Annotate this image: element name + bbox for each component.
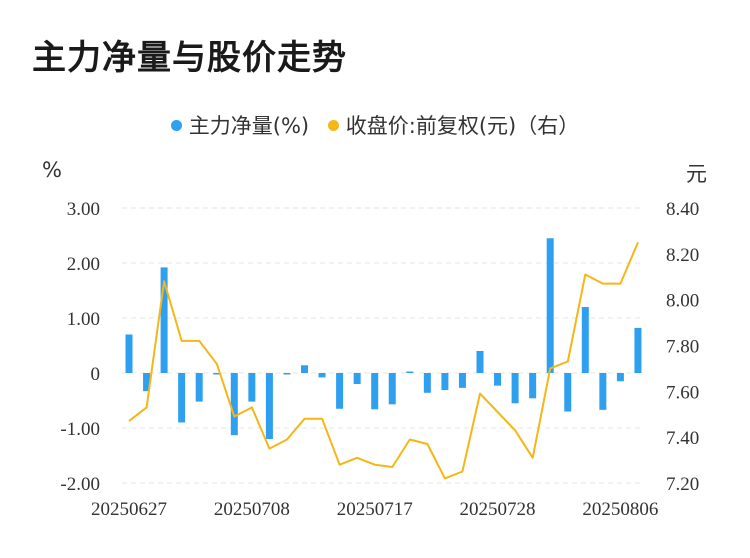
bar <box>476 351 484 373</box>
legend-item-bar[interactable]: 主力净量(%) <box>170 110 310 140</box>
legend-dot-line-icon <box>327 119 339 131</box>
bar <box>265 373 273 439</box>
bar <box>125 334 133 373</box>
bar <box>283 373 291 375</box>
right-axis-unit: 元 <box>686 162 707 186</box>
right-tick-label: 8.20 <box>666 245 699 266</box>
left-axis-unit: % <box>42 158 62 182</box>
bar <box>143 373 151 392</box>
bar <box>406 371 414 373</box>
bar <box>494 373 502 386</box>
bar <box>511 373 519 404</box>
x-tick-label: 20250728 <box>460 499 536 520</box>
price-line <box>128 242 639 480</box>
right-tick-label: 7.80 <box>666 337 699 358</box>
bar <box>388 373 396 405</box>
bar <box>248 373 256 402</box>
right-tick-label: 7.20 <box>666 474 699 495</box>
bar <box>195 373 203 402</box>
bar <box>301 365 308 373</box>
legend-bar-label: 主力净量(%) <box>188 114 310 138</box>
left-tick-label: -2.00 <box>60 474 100 495</box>
bar <box>353 373 361 384</box>
bar <box>318 373 326 378</box>
right-tick-label: 7.60 <box>666 382 699 403</box>
legend-dot-bar-icon <box>170 119 182 131</box>
bar <box>616 373 624 382</box>
bar <box>336 373 344 409</box>
bar <box>529 373 537 399</box>
left-tick-label: 3.00 <box>67 199 100 220</box>
x-tick-label: 20250627 <box>91 499 167 520</box>
bar <box>371 373 379 410</box>
bar <box>230 373 238 436</box>
x-tick-label: 20250806 <box>582 499 658 520</box>
x-tick-label: 20250708 <box>214 499 290 520</box>
legend-line-label: 收盘价:前复权(元)（右） <box>345 114 580 138</box>
legend-item-line[interactable]: 收盘价:前复权(元)（右） <box>327 110 580 140</box>
chart-title: 主力净量与股价走势 <box>32 38 347 78</box>
bar <box>599 373 607 410</box>
bar <box>458 373 466 388</box>
left-tick-label: 1.00 <box>67 309 100 330</box>
right-tick-label: 8.40 <box>666 199 699 220</box>
bar <box>178 373 186 423</box>
left-tick-label: -1.00 <box>60 419 100 440</box>
bar <box>423 373 431 393</box>
right-tick-label: 7.40 <box>666 428 699 449</box>
bar <box>441 373 449 391</box>
bar <box>581 307 589 373</box>
bar <box>564 373 572 412</box>
right-tick-label: 8.00 <box>666 291 699 312</box>
bar <box>213 373 221 375</box>
left-tick-label: 2.00 <box>67 254 100 275</box>
left-tick-label: 0 <box>91 364 101 385</box>
bar <box>160 267 168 373</box>
bar <box>546 238 554 373</box>
legend: 主力净量(%) 收盘价:前复权(元)（右） <box>0 110 750 140</box>
bar <box>634 327 642 373</box>
x-tick-label: 20250717 <box>337 499 413 520</box>
